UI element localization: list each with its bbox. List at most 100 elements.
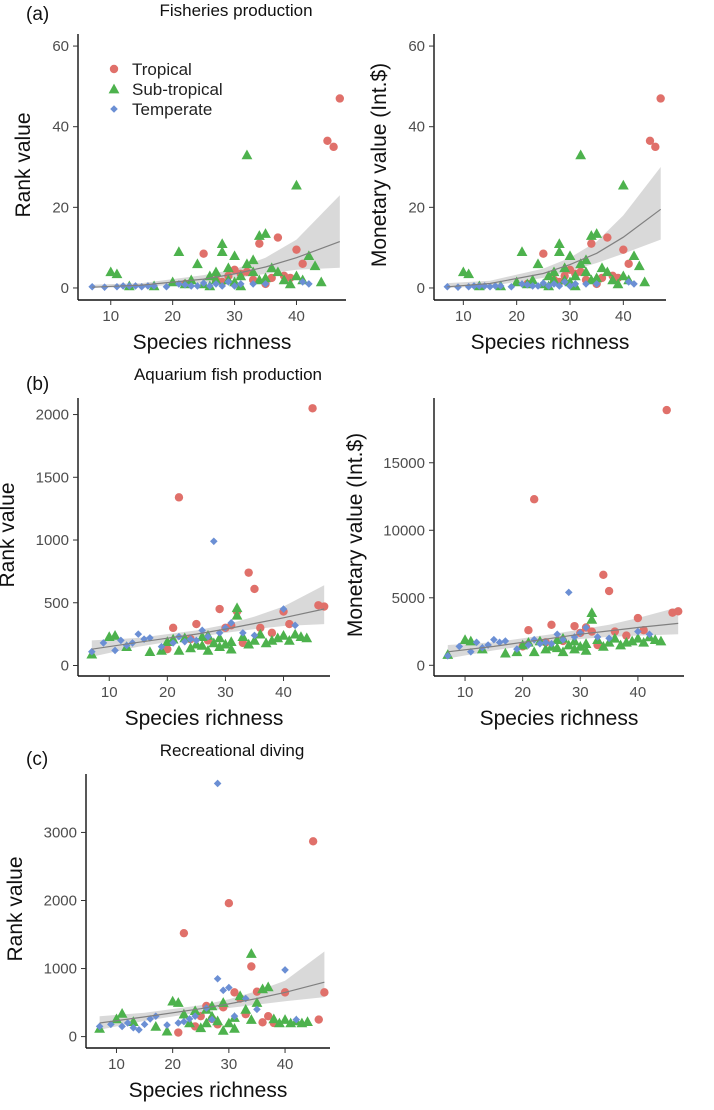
x-tick-label: 10 (457, 684, 474, 701)
data-point-sub-tropical (241, 258, 253, 269)
data-point-tropical (539, 249, 548, 258)
x-tick-label: 30 (562, 308, 579, 325)
y-tick-label: 0 (61, 657, 69, 674)
data-point-tropical (263, 1011, 273, 1021)
data-point-tropical (199, 249, 208, 258)
data-point-temperate (592, 280, 601, 288)
data-point-sub-tropical (540, 643, 552, 654)
data-point-sub-tropical (229, 250, 240, 261)
data-point-sub-tropical (553, 238, 565, 248)
data-point-temperate (518, 280, 526, 288)
data-point-temperate (513, 645, 521, 653)
data-point-temperate (539, 279, 548, 287)
data-point-sub-tropical (557, 646, 569, 657)
y-tick-label: 10000 (383, 522, 425, 539)
data-point-temperate (536, 639, 544, 648)
data-point-temperate (185, 1015, 194, 1023)
data-point-sub-tropical (172, 997, 184, 1007)
data-point-temperate (210, 537, 218, 546)
data-point-sub-tropical (632, 632, 644, 643)
scatter-plot-3: 10 20 30 40 0 5000 10000 15000 Species richness M… (344, 398, 684, 730)
data-point-sub-tropical (150, 1020, 162, 1031)
data-point-sub-tropical (289, 628, 301, 639)
confidence-band (92, 195, 340, 288)
data-point-sub-tropical (638, 636, 650, 647)
panel-title: Fisheries production (159, 1, 312, 20)
data-point-tropical (163, 644, 172, 654)
data-point-temperate (645, 630, 654, 639)
data-point-sub-tropical (222, 262, 234, 273)
data-point-sub-tropical (116, 1008, 128, 1018)
panel-tag-a: (a) (26, 4, 49, 25)
data-point-sub-tropical (173, 645, 185, 655)
data-point-sub-tropical (626, 635, 638, 646)
data-point-temperate (455, 642, 464, 651)
x-tick-label: 20 (164, 1056, 181, 1073)
data-point-sub-tropical (612, 278, 624, 289)
data-point-sub-tropical (260, 228, 271, 238)
data-point-temperate (157, 642, 166, 651)
data-point-temperate (118, 1022, 126, 1031)
data-point-sub-tropical (575, 258, 587, 269)
data-point-temperate (564, 588, 573, 597)
data-point-sub-tropical (196, 640, 208, 650)
data-point-sub-tropical (591, 272, 603, 283)
data-point-sub-tropical (225, 636, 237, 646)
data-point-sub-tropical (251, 997, 263, 1007)
data-point-sub-tropical (220, 638, 231, 649)
confidence-band (447, 607, 679, 659)
y-tick-label: 1000 (36, 532, 69, 549)
data-point-temperate (215, 629, 224, 637)
y-tick-label: 60 (52, 38, 69, 55)
x-tick-label: 40 (288, 308, 305, 325)
data-point-temperate (261, 280, 270, 288)
data-point-sub-tropical (580, 266, 592, 277)
data-point-temperate (555, 282, 564, 290)
data-point-temperate (292, 1015, 301, 1024)
data-point-temperate (111, 646, 119, 655)
data-point-temperate (501, 637, 510, 645)
data-point-temperate (192, 636, 201, 645)
data-point-temperate (187, 282, 196, 290)
data-point-temperate (547, 639, 556, 648)
data-point-temperate (219, 986, 228, 995)
data-point-tropical (256, 623, 265, 633)
legend-label: Sub-tropical (132, 80, 223, 99)
data-point-sub-tropical (247, 266, 259, 277)
data-point-sub-tropical (208, 637, 220, 648)
y-tick-label: 0 (61, 280, 69, 297)
data-point-sub-tropical (200, 1017, 212, 1028)
data-point-sub-tropical (111, 268, 123, 279)
x-tick-label: 20 (159, 684, 176, 701)
data-point-tropical (645, 136, 655, 146)
data-point-sub-tropical (291, 270, 302, 281)
x-axis-label: Species richness (480, 707, 639, 730)
data-point-sub-tropical (303, 250, 315, 261)
data-point-sub-tropical (192, 258, 203, 269)
data-point-temperate (490, 635, 498, 644)
y-tick-label: 500 (44, 595, 69, 612)
data-point-sub-tropical (559, 262, 571, 273)
data-point-tropical (247, 962, 256, 971)
data-point-sub-tropical (597, 640, 609, 651)
data-point-sub-tropical (245, 948, 257, 958)
x-tick-label: 10 (455, 308, 472, 325)
data-point-sub-tropical (607, 274, 619, 285)
data-point-temperate (213, 779, 222, 788)
data-point-sub-tropical (272, 266, 284, 277)
data-point-temperate (134, 630, 143, 638)
data-point-tropical (215, 604, 224, 614)
data-point-sub-tropical (499, 647, 511, 658)
data-point-sub-tropical (580, 254, 592, 265)
x-axis-label: Species richness (471, 331, 630, 354)
data-point-tropical (308, 837, 318, 846)
data-point-sub-tropical (266, 634, 278, 645)
data-point-temperate (186, 635, 195, 643)
data-point-sub-tropical (260, 272, 271, 283)
y-tick-label: 20 (408, 199, 425, 216)
data-point-sub-tropical (564, 250, 576, 261)
plot-area: 10 20 30 40 0 20 40 60 Species richness Rank valu… (0, 1, 684, 1102)
data-point-sub-tropical (527, 274, 539, 285)
x-axis-label: Species richness (133, 331, 292, 354)
legend-label: Tropical (132, 60, 192, 79)
